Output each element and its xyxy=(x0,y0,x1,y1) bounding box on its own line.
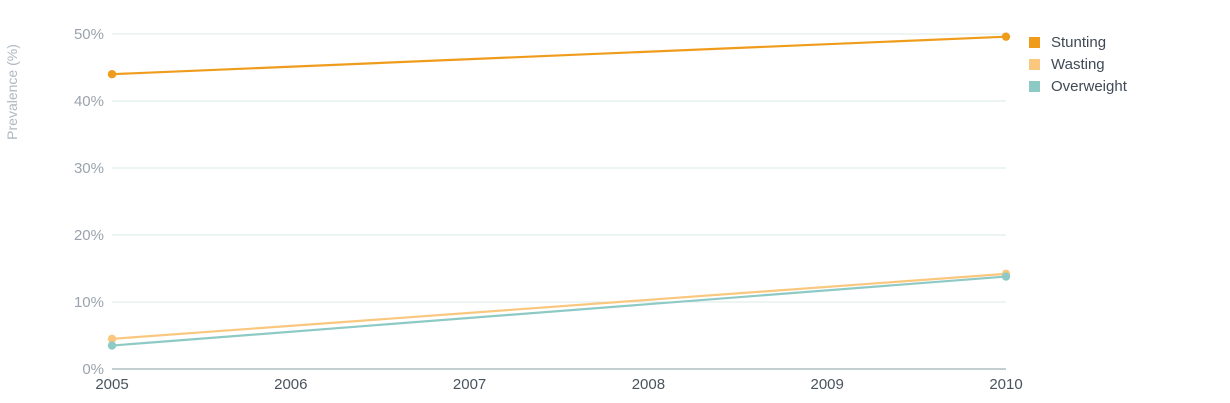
legend-swatch xyxy=(1029,37,1040,48)
stunting-point[interactable] xyxy=(1001,32,1011,41)
y-tick-label: 40% xyxy=(74,93,104,110)
legend: Stunting Wasting Overweight xyxy=(1029,34,1128,95)
x-tick-label: 2007 xyxy=(453,376,486,393)
legend-item-overweight[interactable]: Overweight xyxy=(1029,78,1128,95)
overweight-point[interactable] xyxy=(1001,272,1011,281)
y-axis-title: Prevalence (%) xyxy=(4,44,20,140)
stunting-line xyxy=(111,35,1007,76)
y-tick-label: 50% xyxy=(74,26,104,43)
y-tick-label: 0% xyxy=(82,361,104,378)
x-axis-ticks: 2005 2006 2007 2008 2009 2010 xyxy=(95,376,1022,393)
x-tick-label: 2006 xyxy=(274,376,307,393)
series-overweight xyxy=(107,272,1011,350)
overweight-point[interactable] xyxy=(107,341,117,350)
x-tick-label: 2009 xyxy=(811,376,844,393)
wasting-line xyxy=(111,272,1007,340)
legend-item-wasting[interactable]: Wasting xyxy=(1029,56,1105,73)
legend-label: Stunting xyxy=(1051,34,1106,51)
series-stunting xyxy=(107,32,1011,79)
gridlines xyxy=(112,33,1006,303)
x-tick-label: 2005 xyxy=(95,376,128,393)
y-axis-ticks: 0% 10% 20% 30% 40% 50% xyxy=(74,26,104,378)
series-wasting xyxy=(107,269,1011,344)
legend-item-stunting[interactable]: Stunting xyxy=(1029,34,1106,51)
legend-swatch xyxy=(1029,81,1040,92)
x-tick-label: 2008 xyxy=(632,376,665,393)
legend-label: Overweight xyxy=(1051,78,1128,95)
wasting-point[interactable] xyxy=(107,334,117,344)
stunting-point[interactable] xyxy=(107,70,117,79)
y-tick-label: 20% xyxy=(74,227,104,244)
y-tick-label: 10% xyxy=(74,294,104,311)
x-tick-label: 2010 xyxy=(989,376,1022,393)
legend-label: Wasting xyxy=(1051,56,1105,73)
legend-swatch xyxy=(1029,59,1040,70)
y-tick-label: 30% xyxy=(74,160,104,177)
series-lines xyxy=(107,32,1011,350)
overweight-line xyxy=(111,275,1007,347)
